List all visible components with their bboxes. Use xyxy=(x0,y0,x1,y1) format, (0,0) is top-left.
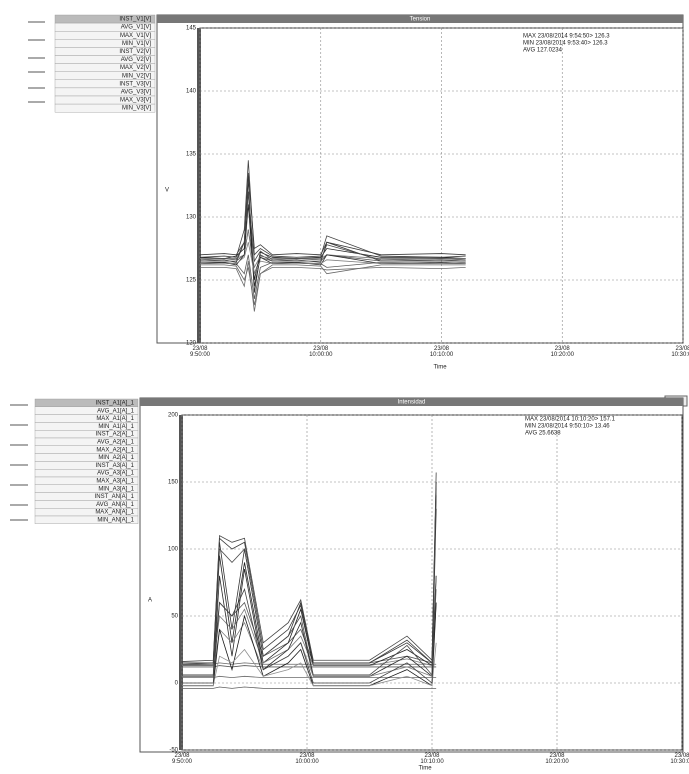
y-tick-label: 135 xyxy=(186,152,197,158)
legend-label: MIN_V3[V] xyxy=(122,106,151,112)
legend-item[interactable] xyxy=(54,103,156,113)
legend-label: AVG_A2[A]_1 xyxy=(97,439,135,445)
series-line xyxy=(182,675,437,679)
y-tick-label: 0 xyxy=(175,681,179,687)
legend-label: INST_A1[A]_1 xyxy=(96,400,135,406)
x-tick-label: 23/08 9:50:00 xyxy=(189,346,211,358)
legend-label: INST_V3[V] xyxy=(119,81,151,87)
legend-label: AVG_V3[V] xyxy=(121,90,152,96)
series-line xyxy=(199,172,466,256)
x-tick-label: 23/08 10:10:00 xyxy=(420,753,444,765)
series-line xyxy=(200,229,466,269)
legend-label: MIN_V1[V] xyxy=(122,41,151,47)
x-axis-label: Time xyxy=(418,766,432,772)
legend-label: MAX_A1[A]_1 xyxy=(96,416,134,422)
legend-label: AVG_V1[V] xyxy=(121,25,152,31)
legend-label: MAX_V3[V] xyxy=(120,98,151,104)
y-tick-label: 150 xyxy=(168,480,179,486)
annotation: AVG 127.0234 xyxy=(523,48,563,54)
x-tick-label: 23/08 9:50:00 xyxy=(171,753,193,765)
annotation: AVG 25.6638 xyxy=(525,431,561,437)
y-tick-label: -50 xyxy=(169,748,178,754)
series-line xyxy=(182,575,437,684)
series-line xyxy=(182,642,437,687)
series-line xyxy=(200,261,466,312)
series-line xyxy=(182,488,437,677)
x-tick-label: 23/08 10:20:00 xyxy=(550,346,574,358)
annotation: MAX 23/08/2014 9:54:50> 126.3 xyxy=(523,34,610,40)
title-bar xyxy=(140,398,683,406)
series-line xyxy=(182,481,437,664)
x-tick-label: 23/08 10:30:00 xyxy=(670,753,689,765)
legend-label: MIN_A2[A]_1 xyxy=(98,455,134,461)
legend-label: MAX_A3[A]_1 xyxy=(96,478,134,484)
series-line xyxy=(199,191,466,263)
x-tick-label: 23/08 10:10:00 xyxy=(429,346,454,358)
legend-item[interactable] xyxy=(34,515,139,525)
series-line xyxy=(199,204,466,287)
x-axis-label: Time xyxy=(433,365,447,371)
legend-label: AVG_A1[A]_1 xyxy=(97,408,135,414)
series-line xyxy=(182,508,437,678)
series-line xyxy=(182,602,437,687)
y-tick-label: 100 xyxy=(168,547,179,553)
series-line xyxy=(181,662,437,666)
legend-label: MAX_AN[A]_1 xyxy=(95,510,134,516)
annotation: MAX 23/08/2014 10:10:20> 157.1 xyxy=(525,417,616,423)
series-line xyxy=(200,264,466,306)
y-axis-bar xyxy=(179,415,183,750)
legend-label: AVG_AN[A]_1 xyxy=(96,502,135,508)
y-tick-label: 120 xyxy=(186,341,197,347)
x-tick-label: 23/08 10:30:00 xyxy=(671,346,689,358)
legend-label: MIN_V2[V] xyxy=(122,73,151,79)
legend-label: INST_A3[A]_1 xyxy=(96,463,135,469)
legend-label: MIN_AN[A]_1 xyxy=(97,517,134,523)
legend-label: INST_V2[V] xyxy=(119,49,151,55)
legend-label: MIN_A3[A]_1 xyxy=(98,486,134,492)
legend-label: AVG_V2[V] xyxy=(121,57,152,63)
legend-label: MAX_V2[V] xyxy=(120,65,151,71)
plot-area xyxy=(181,414,683,751)
x-tick-label: 23/08 10:00:00 xyxy=(309,346,333,358)
y-tick-label: 200 xyxy=(168,413,179,419)
y-tick-label: 50 xyxy=(171,614,178,620)
y-tick-label: 125 xyxy=(186,278,197,284)
x-tick-label: 23/08 10:20:00 xyxy=(545,753,569,765)
legend-label: AVG_A3[A]_1 xyxy=(97,471,135,477)
legend-label: INST_AN[A]_1 xyxy=(95,494,135,500)
y-tick-label: 145 xyxy=(186,26,197,32)
series-line xyxy=(200,242,466,275)
y-tick-label: 130 xyxy=(186,215,197,221)
y-tick-label: 140 xyxy=(186,89,197,95)
annotation: MIN 23/08/2014 9:50:10> 13.46 xyxy=(525,424,610,430)
x-tick-label: 23/08 10:00:00 xyxy=(295,753,319,765)
series-line xyxy=(181,472,437,662)
chart-title: Tension xyxy=(410,17,431,23)
legend-label: MAX_V1[V] xyxy=(120,33,151,39)
series-line xyxy=(200,229,466,274)
annotation: MIN 23/08/2014 9:53:40> 126.3 xyxy=(523,41,608,47)
legend-label: INST_A2[A]_1 xyxy=(96,432,135,438)
y-axis-bar xyxy=(197,28,201,343)
series-line xyxy=(182,686,437,689)
y-axis-label: V xyxy=(165,188,169,194)
legend-label: MIN_A1[A]_1 xyxy=(98,424,134,430)
chart-title: Intensidad xyxy=(398,400,426,406)
series-line xyxy=(199,191,466,281)
y-axis-label: A xyxy=(148,598,152,604)
title-bar xyxy=(157,15,683,23)
legend-label: MAX_A2[A]_1 xyxy=(96,447,134,453)
legend-label: INST_V1[V] xyxy=(119,17,151,23)
